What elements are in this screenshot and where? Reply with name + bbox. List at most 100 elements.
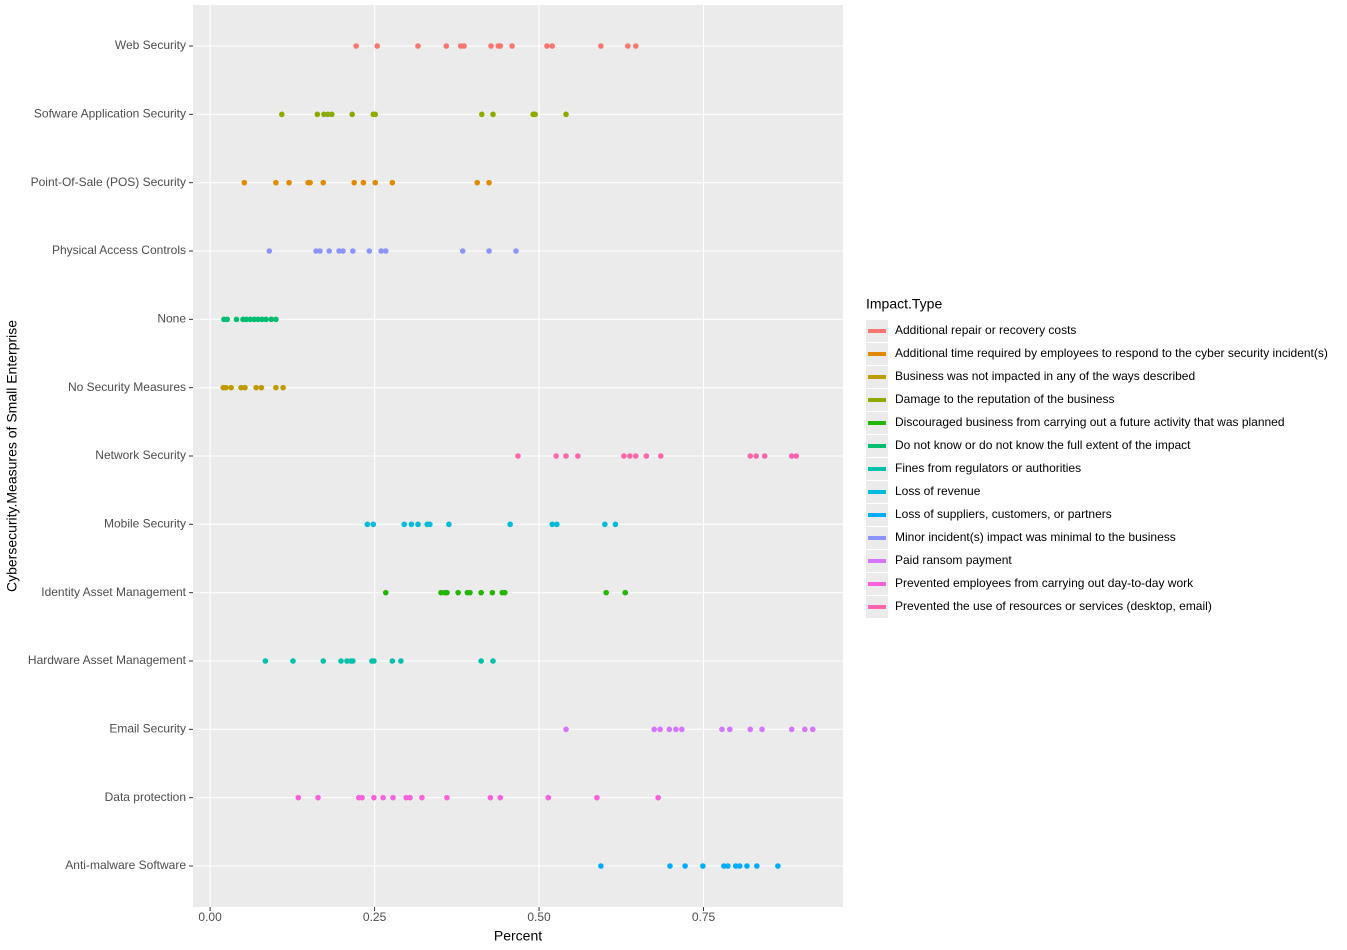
point xyxy=(788,453,795,459)
point xyxy=(655,794,661,801)
point xyxy=(407,794,413,801)
point xyxy=(700,863,706,869)
point xyxy=(682,863,688,869)
point xyxy=(427,521,433,528)
point xyxy=(719,726,725,733)
legend-title: Impact.Type xyxy=(866,296,942,312)
point xyxy=(268,316,275,323)
point xyxy=(329,111,335,118)
y-tick-label: None xyxy=(157,312,186,326)
point xyxy=(241,179,248,186)
point xyxy=(575,453,581,459)
legend-label: Discouraged business from carrying out a… xyxy=(895,415,1285,429)
point xyxy=(549,43,556,49)
point xyxy=(673,726,679,733)
point xyxy=(554,521,560,528)
x-tick-label: 0.75 xyxy=(692,910,716,924)
legend-label: Prevented the use of resources or servic… xyxy=(895,599,1212,613)
legend-label: Prevented employees from carrying out da… xyxy=(895,576,1194,590)
point xyxy=(326,248,332,254)
y-axis-title: Cybersecurity.Measures of Small Enterpri… xyxy=(4,320,20,592)
point xyxy=(478,658,484,664)
y-tick-label: Mobile Security xyxy=(104,517,186,531)
point xyxy=(513,248,519,254)
point xyxy=(603,589,609,596)
point xyxy=(761,453,768,459)
point xyxy=(359,794,365,801)
point xyxy=(532,111,538,118)
point xyxy=(667,863,673,869)
point xyxy=(415,43,421,49)
point xyxy=(479,111,485,118)
point xyxy=(286,179,292,186)
point xyxy=(474,179,481,186)
point xyxy=(438,589,444,596)
legend-label: Minor incident(s) impact was minimal to … xyxy=(895,530,1176,544)
point xyxy=(390,794,396,801)
y-tick-label: Sofware Application Security xyxy=(34,107,186,121)
point xyxy=(351,179,357,186)
point xyxy=(266,248,273,254)
point xyxy=(679,726,685,733)
point xyxy=(378,248,384,254)
point xyxy=(263,316,269,323)
point xyxy=(747,726,754,733)
point xyxy=(242,384,248,391)
point xyxy=(563,111,569,118)
point xyxy=(775,863,781,869)
point xyxy=(632,453,639,459)
point xyxy=(295,794,302,801)
point xyxy=(360,179,367,186)
y-tick-label: Identity Asset Management xyxy=(41,585,186,599)
point xyxy=(497,794,504,801)
point xyxy=(443,43,450,49)
point xyxy=(446,521,452,528)
point xyxy=(344,658,350,664)
point xyxy=(444,589,450,596)
point xyxy=(727,726,733,733)
point xyxy=(625,43,631,49)
point xyxy=(502,589,508,596)
point xyxy=(349,111,356,118)
point xyxy=(651,726,657,733)
point xyxy=(398,658,404,664)
y-tick-label: Anti-malware Software xyxy=(65,858,186,872)
point xyxy=(380,794,386,801)
point xyxy=(307,179,313,186)
point xyxy=(488,43,494,49)
point xyxy=(754,863,760,869)
point xyxy=(408,521,415,528)
point xyxy=(802,726,808,733)
point xyxy=(223,384,229,391)
legend-label: Additional time required by employees to… xyxy=(895,346,1328,360)
point xyxy=(515,453,521,459)
legend-label: Business was not impacted in any of the … xyxy=(895,369,1195,383)
point xyxy=(372,111,379,118)
y-tick-label: Physical Access Controls xyxy=(52,243,186,257)
point xyxy=(459,248,466,254)
point xyxy=(563,726,569,733)
legend-label: Paid ransom payment xyxy=(895,553,1012,567)
point xyxy=(621,453,627,459)
point xyxy=(643,453,650,459)
point xyxy=(338,658,344,664)
point xyxy=(350,658,356,664)
point xyxy=(228,384,234,391)
legend-label: Do not know or do not know the full exte… xyxy=(895,438,1191,452)
point xyxy=(340,248,346,254)
point xyxy=(461,43,467,49)
x-tick-label: 0.00 xyxy=(198,910,222,924)
y-tick-label: Web Security xyxy=(115,38,186,52)
y-tick-label: Email Security xyxy=(109,722,186,736)
point xyxy=(262,658,269,664)
point xyxy=(366,248,373,254)
point xyxy=(793,453,800,459)
point xyxy=(382,589,389,596)
point xyxy=(320,179,327,186)
x-axis-title: Percent xyxy=(494,928,542,944)
point xyxy=(622,589,629,596)
point xyxy=(725,863,731,869)
point xyxy=(467,589,473,596)
point xyxy=(666,726,673,733)
x-tick-label: 0.25 xyxy=(363,910,387,924)
